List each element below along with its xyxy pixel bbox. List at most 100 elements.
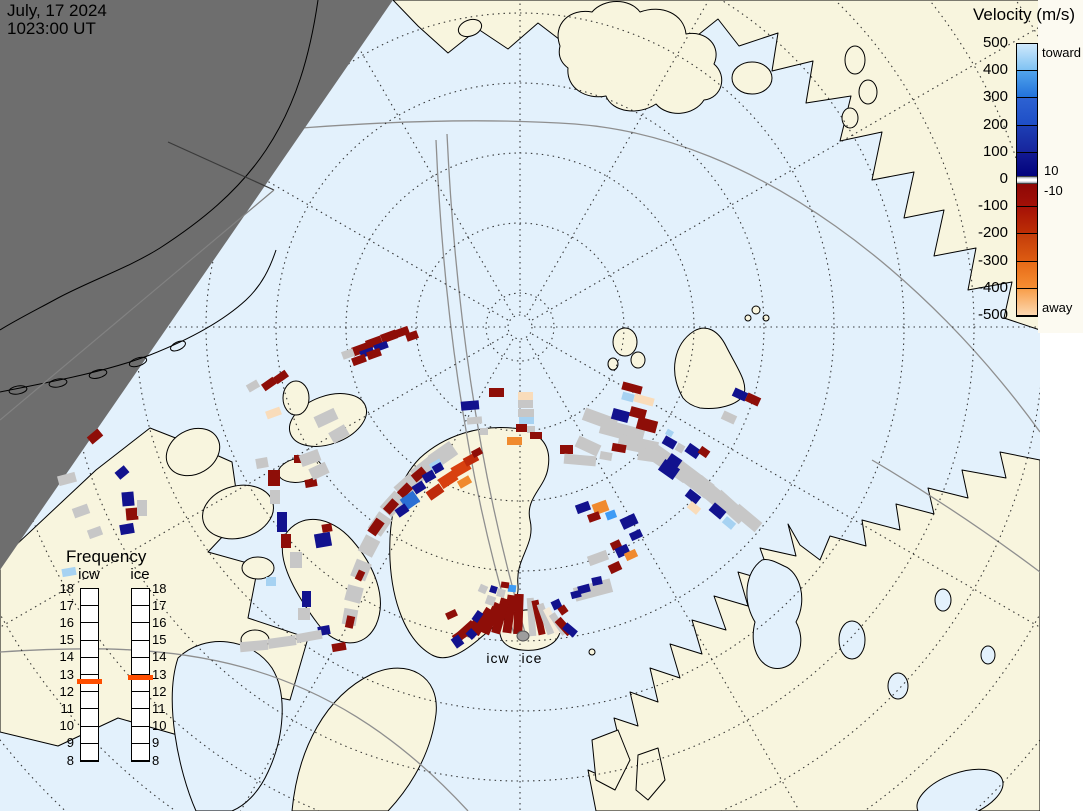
velocity-cell	[465, 627, 478, 641]
velocity-cell	[456, 475, 473, 489]
threshold-minus10-label: -10	[1044, 183, 1063, 198]
coast-alaska-north	[0, 0, 319, 331]
freq-col-label-ice: ice	[130, 566, 150, 583]
velocity-cell	[684, 442, 702, 460]
velocity-cell	[86, 428, 104, 445]
velocity-cell	[697, 445, 711, 459]
freq-tick: 14	[59, 649, 74, 665]
velocity-cell	[507, 437, 522, 445]
velocity-cell	[364, 335, 384, 350]
legend-panel-bg	[1038, 0, 1083, 333]
velocity-cell	[57, 471, 77, 487]
velocity-cell	[350, 558, 372, 582]
colorbar-segment	[1017, 71, 1037, 99]
velocity-cell	[684, 488, 702, 505]
map-label-ice: ice	[521, 650, 543, 666]
freq-tick: 9	[152, 735, 160, 751]
velocity-cell	[496, 588, 506, 598]
velocity-tick: 0	[999, 170, 1008, 187]
velocity-cell	[491, 597, 510, 635]
date-text: July, 17 2024	[7, 1, 107, 20]
velocity-cell	[119, 522, 135, 536]
velocity-cell	[295, 629, 323, 644]
coast-severnaya-2	[858, 79, 878, 105]
freq-tick: 12	[59, 683, 74, 699]
freq-marker-ice	[128, 675, 153, 681]
velocity-cell	[731, 387, 749, 402]
velocity-cell	[281, 534, 291, 548]
velocity-cell	[621, 391, 635, 403]
velocity-cell	[354, 569, 366, 582]
velocity-tick: 500	[982, 34, 1008, 51]
freq-cell	[81, 589, 98, 607]
velocity-cell	[71, 503, 91, 519]
velocity-cell	[610, 407, 631, 424]
velocity-cell	[586, 549, 610, 567]
velocity-cell	[502, 594, 517, 634]
colorbar-segment	[1017, 98, 1037, 126]
velocity-cell	[586, 511, 602, 523]
coast-faroe	[588, 648, 596, 656]
velocity-cell	[471, 609, 484, 624]
colorbar-segment	[1017, 261, 1037, 289]
velocity-cell	[470, 447, 484, 458]
coast-britain	[591, 729, 631, 791]
time-text: 1023:00 UT	[7, 19, 96, 38]
velocity-legend-title: Velocity (m/s)	[973, 5, 1076, 24]
velocity-cell	[61, 566, 77, 578]
velocity-tick: -300	[977, 251, 1008, 269]
coast-quebec	[291, 667, 437, 811]
freq-tick: 11	[60, 700, 75, 716]
velocity-cell	[686, 501, 702, 515]
freq-cell	[132, 623, 149, 641]
coast-svalbard-2	[630, 351, 646, 369]
freq-marker-icw	[77, 678, 102, 684]
velocity-cell	[265, 406, 282, 420]
landmasses	[0, 0, 1041, 811]
freq-cell	[132, 589, 149, 607]
velocity-cell	[527, 426, 535, 433]
velocity-cell	[357, 534, 381, 558]
velocity-cell	[114, 465, 130, 480]
aleutian-2	[48, 378, 68, 388]
coast-svalbard-3	[607, 357, 619, 371]
freq-col-label-icw: icw	[78, 566, 100, 583]
velocity-cell	[445, 609, 458, 620]
velocity-cell	[260, 376, 278, 392]
coast-svalbard-1	[612, 327, 638, 357]
velocity-cell	[239, 639, 269, 653]
velocity-cell	[720, 410, 738, 425]
velocity-cell	[513, 593, 524, 635]
outside-map-strip	[1040, 333, 1083, 811]
velocity-cell	[480, 601, 503, 636]
freq-cell	[81, 675, 98, 693]
velocity-cell	[460, 400, 480, 411]
velocity-cell	[574, 435, 602, 457]
velocity-cell	[272, 369, 290, 385]
velocity-cell	[500, 581, 510, 589]
coast-axel-heiberg	[282, 380, 310, 416]
velocity-cell	[591, 499, 610, 516]
velocity-cell	[531, 599, 546, 636]
velocity-tick-labels: 500 400 300 200 100 0 -100 -200 -300 -400 -500	[958, 35, 1008, 323]
velocity-cell	[86, 525, 104, 540]
velocity-cell	[304, 478, 318, 488]
away-label: away	[1042, 300, 1073, 315]
velocity-cell	[635, 416, 659, 434]
velocity-cell	[599, 451, 613, 461]
velocity-cell	[121, 491, 135, 507]
velocity-cell	[302, 591, 311, 607]
freq-tick: 18	[152, 580, 167, 596]
velocity-tick: -500	[977, 306, 1008, 323]
coast-franz-josef-2	[762, 314, 770, 322]
freq-bar-ice	[128, 588, 153, 762]
freq-cell	[81, 692, 98, 710]
velocity-cell	[268, 470, 280, 486]
freq-tick: 12	[152, 683, 167, 699]
velocity-cell	[277, 512, 287, 532]
velocity-cell	[125, 507, 139, 521]
freq-cell	[81, 709, 98, 727]
map-label-icw: icw	[486, 650, 510, 666]
aleutian-3	[88, 369, 108, 379]
